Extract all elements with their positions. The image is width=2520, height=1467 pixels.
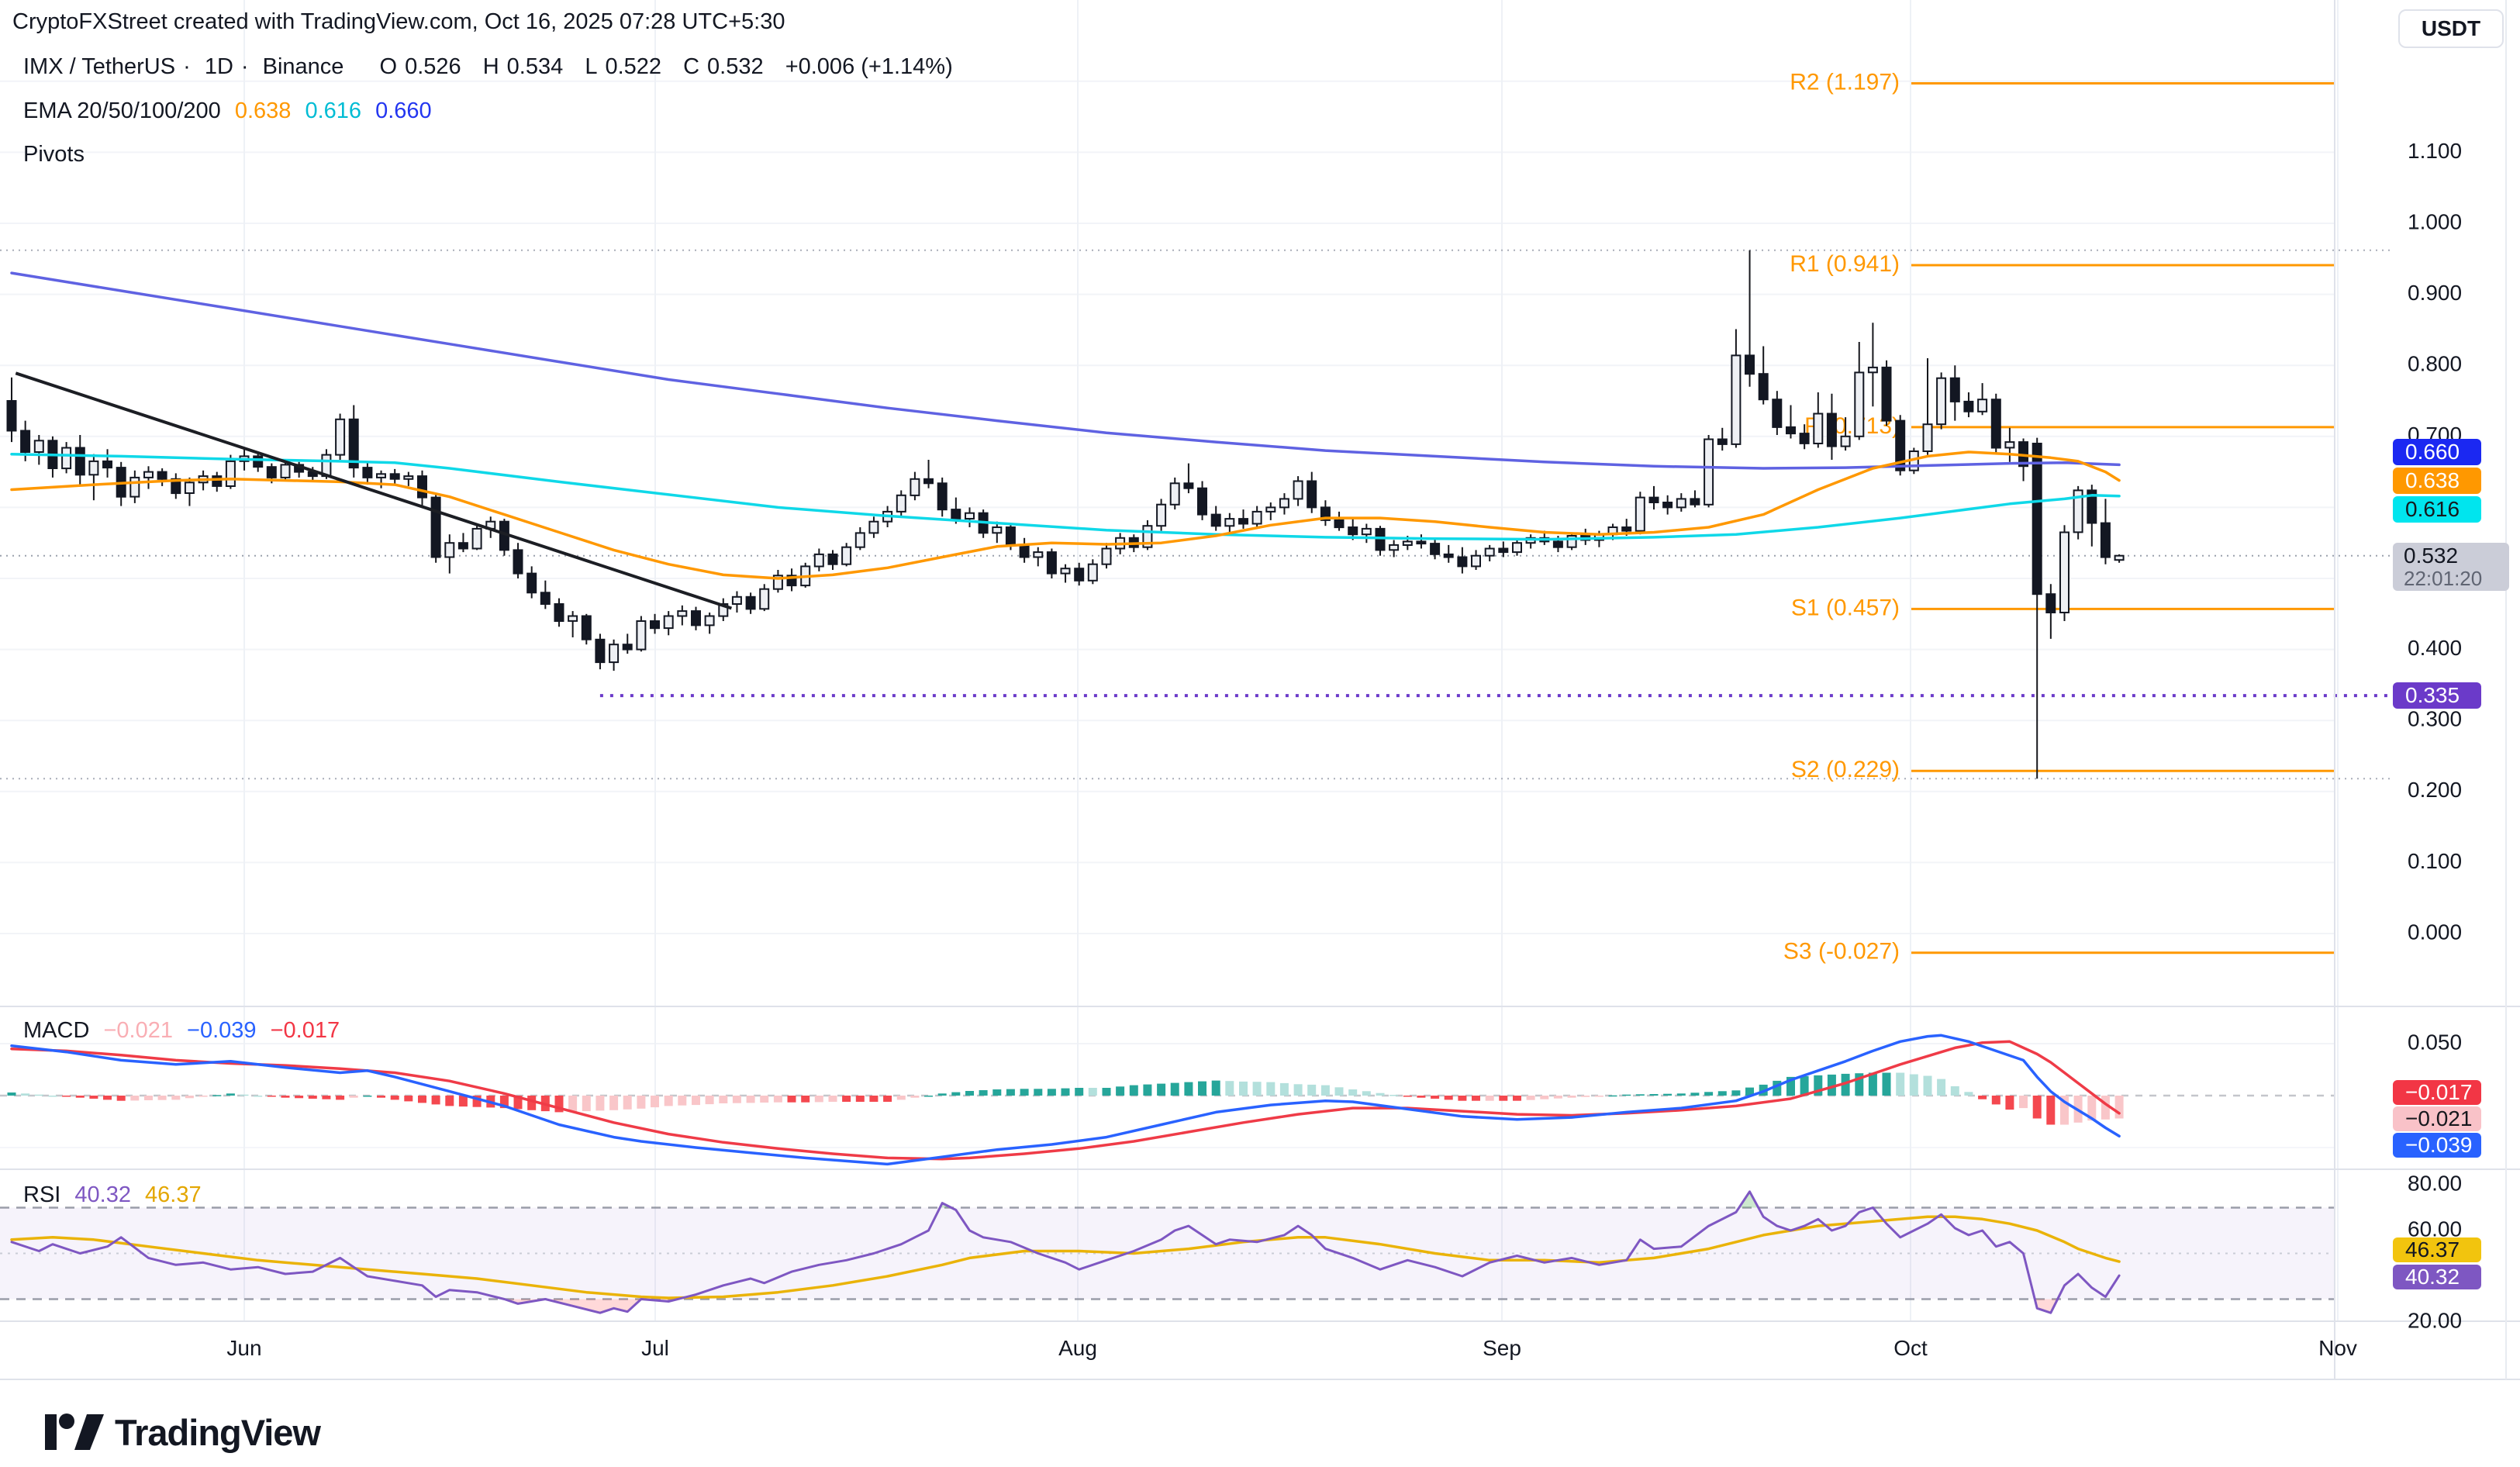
pivot-levels: R2 (1.197)R1 (0.941)P (0.713)S1 (0.457)S…	[1783, 69, 2335, 965]
ema20-value: 0.638	[234, 98, 292, 123]
axis-tick-label: 0.900	[2408, 281, 2462, 305]
axis-tick-label: 20.00	[2408, 1308, 2462, 1332]
month-label: Jun	[226, 1336, 261, 1360]
grid-lines	[0, 0, 2339, 1321]
month-label: Oct	[1893, 1336, 1928, 1360]
rsi-label[interactable]: RSI	[23, 1182, 61, 1207]
symbol-legend[interactable]: IMX / TetherUS · 1D · Binance O 0.526 H 0.53…	[23, 54, 961, 80]
rsi-value: 40.32	[74, 1182, 131, 1207]
caption-text: CryptoFXStreet created with TradingView.…	[12, 9, 785, 34]
axis-tick-label: 0.200	[2408, 778, 2462, 802]
time-axis[interactable]: Jun Jul Aug Sep Oct Nov	[226, 1336, 2356, 1360]
axis-tick-label: 1.100	[2408, 139, 2462, 163]
price-change: +0.006 (+1.14%)	[785, 54, 953, 79]
ema-lines	[10, 271, 2121, 580]
last-price-badge: 0.532 22:01:20	[2393, 543, 2509, 591]
axis-tick-label: 0.050	[2408, 1030, 2462, 1054]
rsi-ma-badge: 46.37	[2393, 1237, 2481, 1262]
rsi-line-badge: 40.32	[2393, 1265, 2481, 1289]
tradingview-logo-text: TradingView	[115, 1411, 321, 1453]
ohlc-open: O 0.526	[379, 54, 461, 79]
axis-tick-label: 60.00	[2408, 1217, 2462, 1241]
rsi-ma-value: 46.37	[145, 1182, 202, 1207]
macd-signal-value: −0.017	[270, 1018, 340, 1043]
macd-label[interactable]: MACD	[23, 1018, 90, 1043]
countdown-timer: 22:01:20	[2404, 567, 2483, 590]
candlesticks[interactable]	[6, 250, 2125, 779]
month-label: Nov	[2318, 1336, 2357, 1360]
exchange-label[interactable]: Binance	[262, 54, 344, 79]
macd-signal-badge: −0.017	[2393, 1080, 2481, 1105]
axis-tick-label: 0.800	[2408, 352, 2462, 376]
month-label: Sep	[1483, 1336, 1521, 1360]
chart-caption: CryptoFXStreet created with TradingView.…	[12, 9, 792, 35]
macd-pane	[0, 1034, 2335, 1166]
axis-tick-label: 0.300	[2408, 707, 2462, 731]
last-price-value: 0.532	[2404, 544, 2459, 568]
pivots-label[interactable]: Pivots	[23, 142, 85, 167]
symbol-name[interactable]: IMX / TetherUS	[23, 54, 176, 79]
axis-tick-label: 0.400	[2408, 636, 2462, 660]
macd-hist-value: −0.021	[103, 1018, 173, 1043]
pivots-legend[interactable]: Pivots	[23, 142, 92, 167]
macd-line-badge: −0.039	[2393, 1133, 2481, 1158]
interval-label[interactable]: 1D	[204, 54, 233, 79]
ema20-price-badge: 0.638	[2393, 468, 2481, 494]
pane-separators[interactable]	[0, 0, 2520, 1380]
pivot-label: S2 (0.229)	[1791, 757, 1900, 782]
axis-tick-label: 1.000	[2408, 209, 2462, 233]
separator-dot: ·	[183, 54, 191, 79]
macd-line-value: −0.039	[187, 1018, 257, 1043]
tradingview-logo-icon	[45, 1413, 104, 1450]
ema100-price-badge: 0.616	[2393, 496, 2481, 523]
ema100-value: 0.616	[305, 98, 362, 123]
axis-tick-label: 0.000	[2408, 920, 2462, 944]
trendline[interactable]	[15, 371, 733, 610]
ema200-price-badge: 0.660	[2393, 439, 2481, 465]
ohlc-high: H 0.534	[482, 54, 564, 79]
axis-tick-label: 0.100	[2408, 849, 2462, 873]
axis-tick-label: 80.00	[2408, 1171, 2462, 1195]
ema-legend[interactable]: EMA 20/50/100/200 0.638 0.616 0.660	[23, 98, 440, 124]
macd-hist-badge: −0.021	[2393, 1106, 2481, 1131]
ema200-value: 0.660	[375, 98, 432, 123]
ohlc-low: L 0.522	[585, 54, 662, 79]
tradingview-logo[interactable]: TradingView	[45, 1410, 321, 1455]
anchored-level-badge: 0.335	[2393, 682, 2481, 709]
rsi-pane-legend[interactable]: RSI 40.32 46.37	[23, 1182, 209, 1208]
month-label: Aug	[1058, 1336, 1097, 1360]
pivot-label: R2 (1.197)	[1790, 69, 1900, 95]
ohlc-close: C 0.532	[683, 54, 764, 79]
pivot-label: S3 (-0.027)	[1783, 939, 1900, 965]
month-label: Jul	[641, 1336, 669, 1360]
rsi-pane	[0, 1190, 2335, 1314]
separator-dot: ·	[240, 54, 249, 79]
currency-toggle-button[interactable]: USDT	[2398, 9, 2504, 48]
macd-pane-legend[interactable]: MACD −0.021 −0.039 −0.017	[23, 1018, 347, 1044]
pivot-label: R1 (0.941)	[1790, 251, 1900, 277]
pivot-label: S1 (0.457)	[1791, 595, 1900, 620]
ema-label[interactable]: EMA 20/50/100/200	[23, 98, 221, 123]
